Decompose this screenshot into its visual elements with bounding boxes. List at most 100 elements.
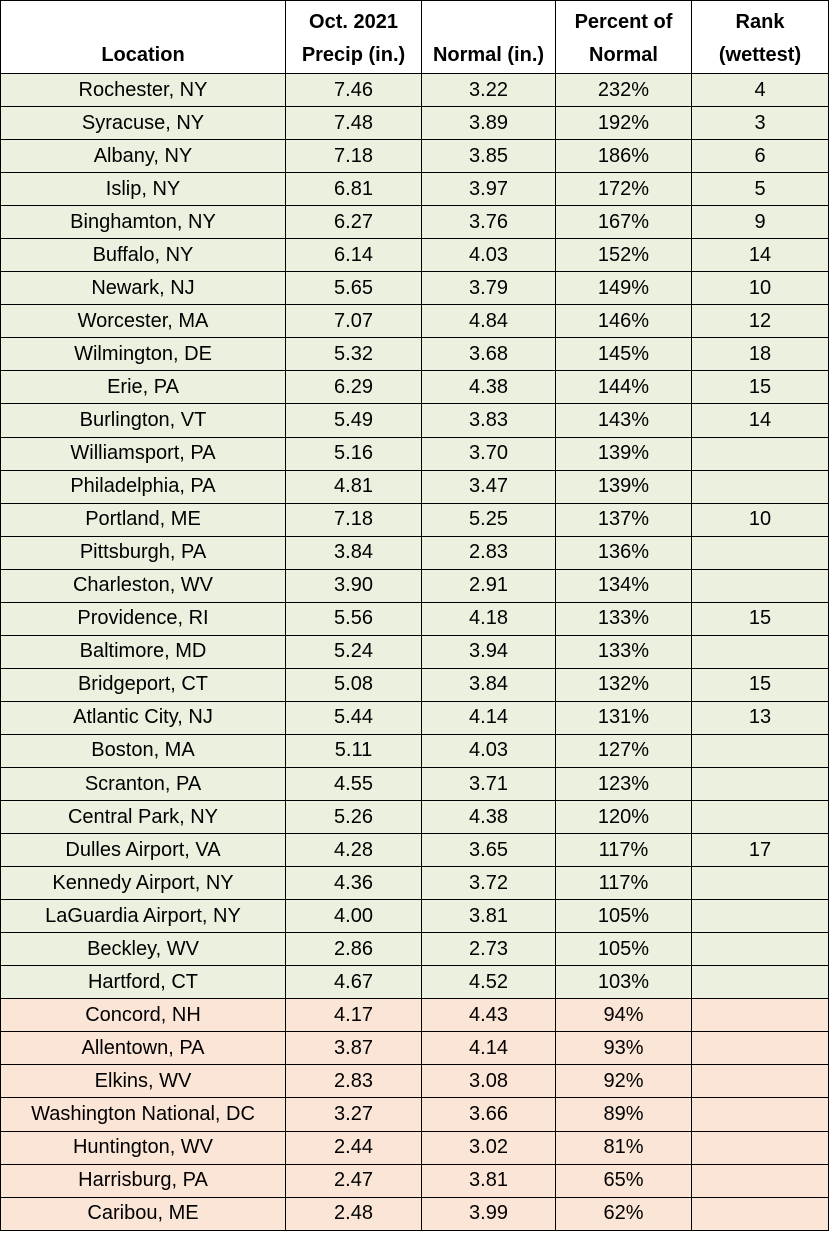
normal-cell: 3.68 [421, 337, 556, 372]
precip-cell: 5.65 [285, 271, 422, 306]
percent-cell: 133% [555, 634, 692, 669]
rank-cell: 14 [691, 238, 829, 273]
location-cell: Kennedy Airport, NY [0, 866, 286, 901]
location-cell: Bridgeport, CT [0, 667, 286, 702]
percent-cell: 186% [555, 139, 692, 174]
precip-cell: 6.27 [285, 205, 422, 240]
normal-cell: 3.84 [421, 667, 556, 702]
table-row: Huntington, WV 2.44 3.02 81% [0, 1130, 829, 1165]
location-cell: Albany, NY [0, 139, 286, 174]
precip-cell: 5.49 [285, 403, 422, 438]
percent-cell: 105% [555, 899, 692, 934]
rank-cell: 10 [691, 502, 829, 537]
rank-cell [691, 932, 829, 967]
precip-cell: 3.90 [285, 568, 422, 603]
percent-cell: 93% [555, 1031, 692, 1066]
precip-cell: 2.86 [285, 932, 422, 967]
percent-cell: 120% [555, 800, 692, 835]
location-cell: Worcester, MA [0, 304, 286, 339]
location-cell: Washington National, DC [0, 1097, 286, 1132]
location-cell: Binghamton, NY [0, 205, 286, 240]
table-row: Harrisburg, PA 2.47 3.81 65% [0, 1163, 829, 1198]
header-percent: Percent of Normal [555, 0, 692, 74]
precip-cell: 3.27 [285, 1097, 422, 1132]
precip-cell: 5.56 [285, 601, 422, 636]
header-rank: Rank (wettest) [691, 0, 829, 74]
precip-cell: 6.29 [285, 370, 422, 405]
table-body: Rochester, NY 7.46 3.22 232% 4 Syracuse, NY 7.… [0, 72, 829, 1231]
location-cell: Allentown, PA [0, 1031, 286, 1066]
normal-cell: 3.08 [421, 1064, 556, 1099]
percent-cell: 143% [555, 403, 692, 438]
table-row: Portland, ME 7.18 5.25 137% 10 [0, 502, 829, 537]
precip-cell: 5.08 [285, 667, 422, 702]
table-row: Syracuse, NY 7.48 3.89 192% 3 [0, 106, 829, 141]
rank-cell: 14 [691, 403, 829, 438]
rank-cell [691, 1196, 829, 1231]
rank-cell [691, 965, 829, 1000]
table-row: Worcester, MA 7.07 4.84 146% 12 [0, 304, 829, 339]
rank-cell [691, 568, 829, 603]
precip-cell: 4.67 [285, 965, 422, 1000]
percent-cell: 89% [555, 1097, 692, 1132]
precip-cell: 7.18 [285, 502, 422, 537]
precip-cell: 5.26 [285, 800, 422, 835]
rank-cell [691, 766, 829, 802]
table-row: Allentown, PA 3.87 4.14 93% [0, 1031, 829, 1066]
location-cell: Portland, ME [0, 502, 286, 537]
location-cell: Rochester, NY [0, 72, 286, 108]
rank-cell [691, 733, 829, 768]
normal-cell: 4.14 [421, 700, 556, 735]
normal-cell: 2.83 [421, 535, 556, 570]
table-row: Buffalo, NY 6.14 4.03 152% 14 [0, 238, 829, 273]
percent-cell: 117% [555, 866, 692, 901]
normal-cell: 3.83 [421, 403, 556, 438]
table-row: Newark, NJ 5.65 3.79 149% 10 [0, 271, 829, 306]
precip-cell: 6.14 [285, 238, 422, 273]
precip-cell: 5.16 [285, 436, 422, 471]
rank-cell: 13 [691, 700, 829, 735]
table-row: Albany, NY 7.18 3.85 186% 6 [0, 139, 829, 174]
table-row: Elkins, WV 2.83 3.08 92% [0, 1064, 829, 1099]
precip-cell: 3.87 [285, 1031, 422, 1066]
normal-cell: 3.76 [421, 205, 556, 240]
location-cell: Huntington, WV [0, 1130, 286, 1165]
table-row: Rochester, NY 7.46 3.22 232% 4 [0, 72, 829, 108]
normal-cell: 3.47 [421, 469, 556, 504]
rank-cell [691, 1130, 829, 1165]
location-cell: Wilmington, DE [0, 337, 286, 372]
precip-cell: 2.47 [285, 1163, 422, 1198]
location-cell: Williamsport, PA [0, 436, 286, 471]
table-row: Philadelphia, PA 4.81 3.47 139% [0, 469, 829, 504]
precip-cell: 4.36 [285, 866, 422, 901]
precip-cell: 4.55 [285, 766, 422, 802]
table-row: Beckley, WV 2.86 2.73 105% [0, 932, 829, 967]
normal-cell: 3.85 [421, 139, 556, 174]
location-cell: Scranton, PA [0, 766, 286, 802]
location-cell: LaGuardia Airport, NY [0, 899, 286, 934]
percent-cell: 92% [555, 1064, 692, 1099]
location-cell: Caribou, ME [0, 1196, 286, 1231]
table-row: Washington National, DC 3.27 3.66 89% [0, 1097, 829, 1132]
location-cell: Syracuse, NY [0, 106, 286, 141]
location-cell: Islip, NY [0, 172, 286, 207]
normal-cell: 3.72 [421, 866, 556, 901]
precip-cell: 6.81 [285, 172, 422, 207]
percent-cell: 133% [555, 601, 692, 636]
percent-cell: 62% [555, 1196, 692, 1231]
table-row: Concord, NH 4.17 4.43 94% [0, 998, 829, 1033]
location-cell: Elkins, WV [0, 1064, 286, 1099]
table-row: Hartford, CT 4.67 4.52 103% [0, 965, 829, 1000]
location-cell: Boston, MA [0, 733, 286, 768]
percent-cell: 139% [555, 436, 692, 471]
percent-cell: 132% [555, 667, 692, 702]
precip-cell: 3.84 [285, 535, 422, 570]
header-row: Location Oct. 2021 Precip (in.) Normal (i… [0, 0, 829, 74]
precip-cell: 7.18 [285, 139, 422, 174]
rank-cell [691, 1097, 829, 1132]
precip-cell: 4.81 [285, 469, 422, 504]
percent-cell: 81% [555, 1130, 692, 1165]
percent-cell: 149% [555, 271, 692, 306]
percent-cell: 136% [555, 535, 692, 570]
